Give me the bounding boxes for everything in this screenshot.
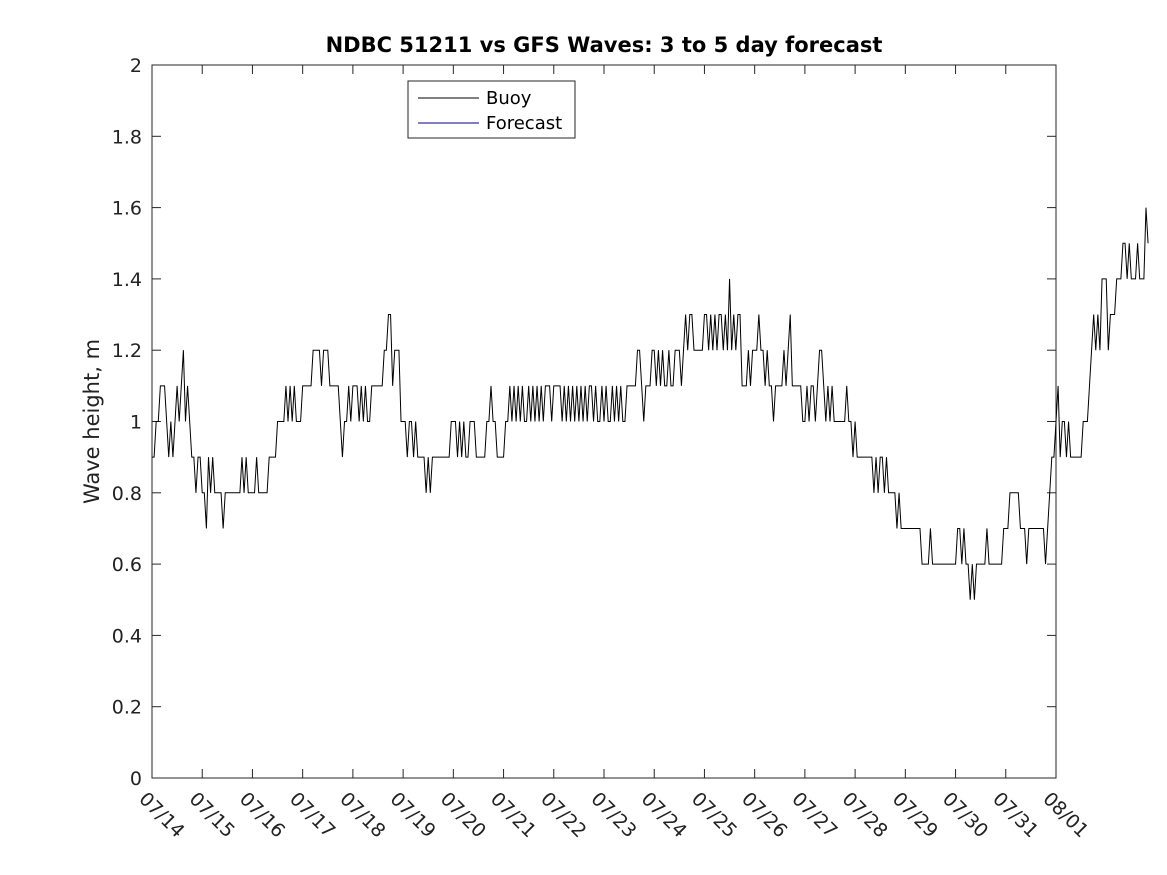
series-line-buoy: [152, 207, 1149, 600]
y-tick-label: 1: [130, 412, 142, 434]
y-axis: 0 0.2 0.4 0.6 0.8 1 1.2 1.4 1.6 1.8 2: [112, 55, 1056, 790]
y-tick-label: 1.6: [112, 198, 142, 220]
y-tick-label: 1.8: [112, 126, 142, 148]
y-tick-label: 0.8: [112, 483, 142, 505]
y-tick-label: 0: [130, 768, 142, 790]
legend: Buoy Forecast: [407, 80, 576, 139]
legend-box: [407, 80, 576, 139]
legend-forecast-label: Forecast: [486, 113, 562, 134]
y-tick-label: 2: [130, 55, 142, 77]
y-tick-label: 0.4: [112, 625, 142, 647]
y-tick-label: 0.6: [112, 554, 142, 576]
y-tick-label: 0.2: [112, 697, 142, 719]
plot-series: [152, 207, 1149, 600]
chart-title: NDBC 51211 vs GFS Waves: 3 to 5 day fore…: [326, 33, 883, 57]
y-axis-label: Wave height, m: [80, 339, 104, 504]
y-tick-label: 1.2: [112, 340, 142, 362]
y-tick-label: 1.4: [112, 269, 142, 291]
legend-buoy-label: Buoy: [486, 88, 532, 109]
